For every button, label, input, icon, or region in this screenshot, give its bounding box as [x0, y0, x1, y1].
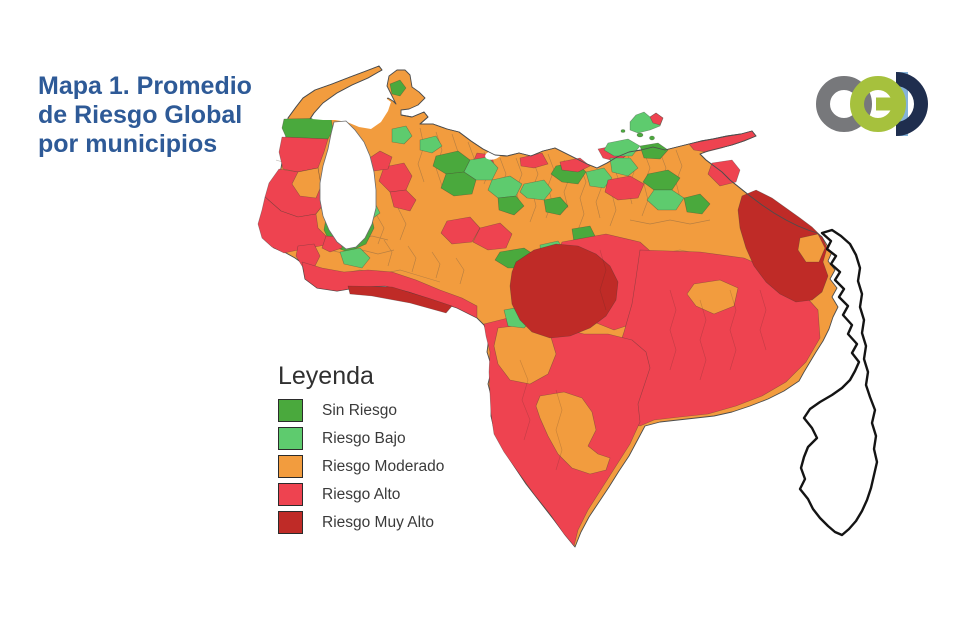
municipality-region [497, 195, 525, 216]
legend-label: Riesgo Alto [322, 485, 401, 503]
islet [649, 135, 655, 141]
legend-item-sin-riesgo: Sin Riesgo [278, 399, 444, 422]
municipality-region [455, 257, 465, 285]
islet [620, 129, 626, 133]
legend-swatch-riesgo-alto [278, 483, 303, 506]
legend-item-riesgo-bajo: Riesgo Bajo [278, 427, 444, 450]
map-title-line2: de Riesgo Global [38, 100, 243, 129]
municipality-region [604, 175, 645, 201]
legend: Leyenda Sin Riesgo Riesgo Bajo Riesgo Mo… [278, 362, 444, 539]
municipality-region [699, 299, 707, 381]
ogd-logo [816, 72, 928, 136]
municipality-region [291, 167, 322, 199]
legend-label: Riesgo Moderado [322, 457, 445, 475]
municipality-region [577, 165, 587, 231]
municipality-region [440, 171, 477, 197]
municipality-region [729, 289, 737, 371]
delta-lagoon [745, 185, 757, 191]
municipality-region [301, 261, 478, 319]
municipality-region [543, 196, 569, 216]
logo-letter-g-bar [876, 97, 904, 111]
municipality-region [383, 239, 393, 267]
lake-maracaibo [319, 120, 377, 250]
municipality-patches [257, 79, 829, 547]
municipality-region [347, 285, 453, 314]
municipality-region [555, 389, 563, 471]
map-title-line1: Mapa 1. Promedio [38, 72, 252, 100]
municipality-region [472, 222, 513, 251]
municipality-region [397, 207, 407, 241]
municipality-region [417, 127, 425, 183]
legend-item-riesgo-alto: Riesgo Alto [278, 483, 444, 506]
municipality-region [683, 193, 711, 215]
logo-letter-o [816, 76, 872, 132]
municipality-region [389, 79, 407, 97]
legend-item-riesgo-muy-alto: Riesgo Muy Alto [278, 511, 444, 534]
logo-letter-d [896, 72, 928, 136]
legend-label: Riesgo Bajo [322, 429, 406, 447]
islet [636, 132, 644, 138]
legend-swatch-riesgo-muy-alto [278, 511, 303, 534]
municipality-region [669, 289, 677, 371]
municipality-region [419, 135, 443, 154]
municipality-region [375, 213, 385, 245]
margarita-island [620, 111, 664, 141]
legend-item-riesgo-moderado: Riesgo Moderado [278, 455, 444, 478]
legend-swatch-riesgo-bajo [278, 427, 303, 450]
municipality-region [339, 247, 371, 269]
legend-label: Riesgo Muy Alto [322, 513, 434, 531]
legend-swatch-sin-riesgo [278, 399, 303, 422]
municipality-region [599, 249, 607, 311]
municipality-region [281, 117, 334, 140]
municipality-region [675, 149, 683, 199]
municipality-region [509, 243, 619, 339]
municipality-region [407, 245, 417, 273]
coastal-inlet [485, 150, 501, 160]
municipality-region [737, 189, 829, 303]
municipality-region [646, 189, 685, 211]
municipality-region [431, 251, 441, 279]
municipality-region [535, 391, 611, 475]
municipality-region [389, 189, 417, 212]
water-bodies [312, 72, 757, 250]
legend-label: Sin Riesgo [322, 401, 397, 419]
map-title-line3: por municipios [38, 129, 218, 158]
municipality-region [686, 279, 739, 315]
disputed-zone-esequibo [798, 228, 879, 537]
map-title: Mapa 1. Promedio de Riesgo Global por mu… [38, 72, 278, 158]
gulf-of-venezuela [312, 72, 391, 129]
legend-swatch-riesgo-moderado [278, 455, 303, 478]
municipality-region [391, 125, 413, 145]
municipality-region [519, 359, 531, 441]
legend-title: Leyenda [278, 362, 374, 390]
coastline [287, 65, 823, 238]
municipality-region [440, 216, 481, 245]
municipality-region [519, 152, 549, 169]
municipality-region [639, 142, 669, 160]
municipality-region [609, 157, 639, 177]
municipality-region [649, 112, 664, 126]
municipality-region [707, 159, 741, 187]
municipality-region [759, 289, 767, 351]
municipality-region [629, 219, 711, 225]
